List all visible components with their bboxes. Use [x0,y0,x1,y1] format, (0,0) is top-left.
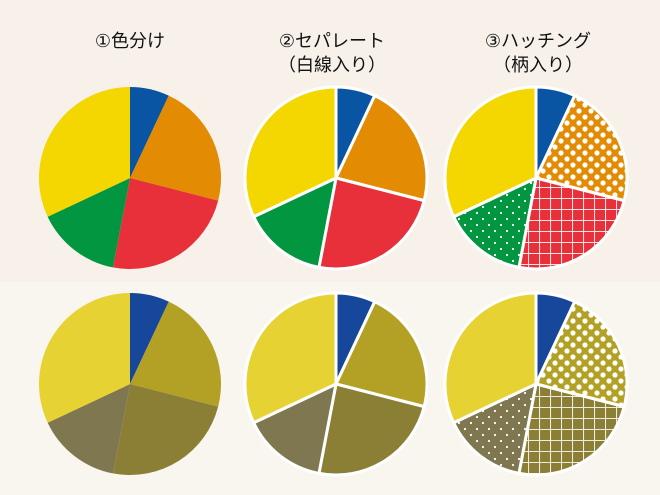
pie-slice-normal-3-5 [443,85,538,219]
pie-slice-normal-1-3 [112,178,219,270]
column-1-title: ①色分け [94,31,166,52]
pie-slice-normal-2-2 [334,94,429,203]
pie-slice-normal-3-2 [534,94,629,203]
pie-chart-cvd-2 [243,291,429,477]
pie-slice-cvd-3-2 [534,300,629,409]
pie-slice-normal-1-2 [130,95,221,201]
column-3-title: ③ハッチング [484,31,592,52]
column-title-3: ③ハッチング （柄入り） [428,30,648,78]
pie-chart-normal-2 [243,85,429,271]
pie-slice-cvd-3-3 [517,382,626,477]
pie-slice-normal-2-3 [317,176,426,271]
pie-slice-normal-1-5 [38,87,130,217]
column-title-1: ①色分け [20,30,240,54]
pie-slice-normal-2-4 [252,176,338,269]
column-2-subtitle: （白線入り） [278,55,386,76]
pie-slice-cvd-1-5 [38,293,130,423]
pie-slice-cvd-1-1 [130,293,169,384]
pie-slice-normal-1-1 [130,87,169,178]
pie-slice-cvd-3-4 [452,382,538,475]
column-3-subtitle: （柄入り） [493,55,583,76]
pie-slice-normal-3-3 [517,176,626,271]
pie-chart-normal-1 [38,87,221,270]
pie-slice-normal-3-4 [452,176,538,269]
pie-chart-cvd-3 [443,291,629,477]
pie-slice-cvd-2-5 [243,291,338,425]
pie-slice-cvd-2-4 [252,382,338,475]
pie-slice-cvd-2-2 [334,300,429,409]
pie-chart-normal-3 [443,85,629,271]
pie-slice-cvd-3-5 [443,291,538,425]
column-title-2: ②セパレート （白線入り） [222,30,442,78]
pie-slice-cvd-1-3 [112,384,219,476]
pie-slice-cvd-1-2 [130,301,221,407]
column-2-title: ②セパレート [278,31,386,52]
pie-slice-cvd-1-4 [47,384,130,474]
pie-slice-normal-2-5 [243,85,338,219]
pie-slice-cvd-2-3 [317,382,426,477]
pie-chart-cvd-1 [38,293,221,476]
pie-slice-normal-1-4 [47,178,130,268]
